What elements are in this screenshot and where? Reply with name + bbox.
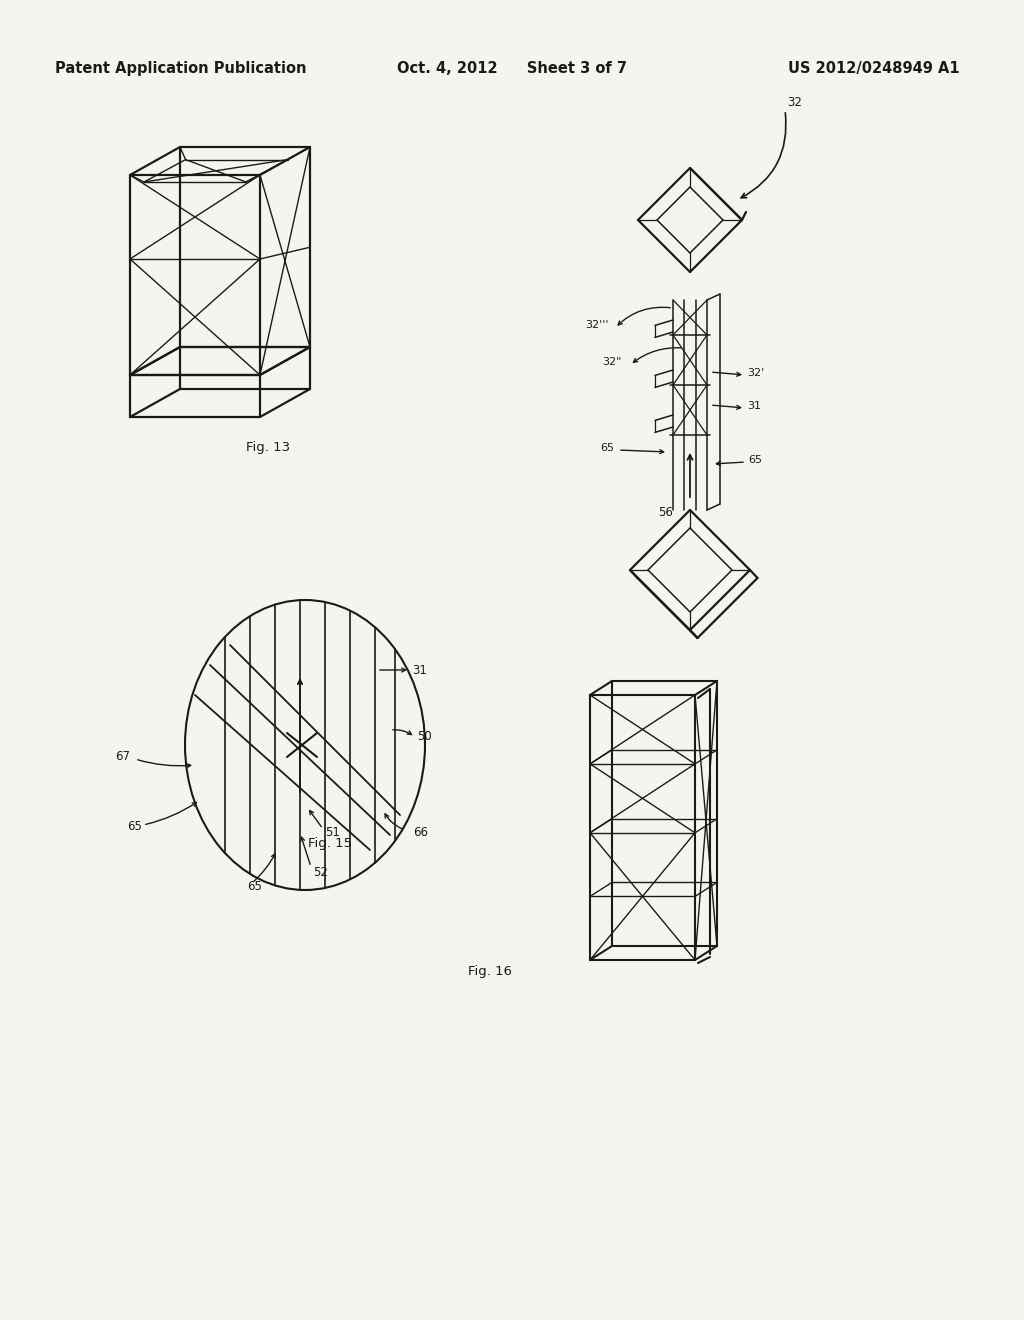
Text: 32": 32" xyxy=(602,356,622,367)
Text: 31: 31 xyxy=(746,401,761,411)
Text: 65: 65 xyxy=(127,821,142,833)
Text: Fig. 13: Fig. 13 xyxy=(246,441,290,454)
Text: Fig. 16: Fig. 16 xyxy=(468,965,512,978)
Text: 67: 67 xyxy=(115,751,130,763)
Text: 66: 66 xyxy=(413,826,428,840)
Text: 32: 32 xyxy=(787,95,802,108)
Text: 50: 50 xyxy=(417,730,432,743)
Text: 31: 31 xyxy=(412,664,427,676)
Text: 32': 32' xyxy=(746,368,764,378)
Text: 65: 65 xyxy=(748,455,762,465)
Text: 32''': 32''' xyxy=(585,319,608,330)
Text: US 2012/0248949 A1: US 2012/0248949 A1 xyxy=(788,61,961,77)
Text: 56: 56 xyxy=(658,506,673,519)
Text: Fig. 15: Fig. 15 xyxy=(308,837,352,850)
Text: 51: 51 xyxy=(325,826,340,840)
Text: 65: 65 xyxy=(600,444,614,453)
Text: Patent Application Publication: Patent Application Publication xyxy=(55,61,306,77)
Text: 52: 52 xyxy=(313,866,328,879)
Text: 65: 65 xyxy=(247,880,262,894)
Text: Oct. 4, 2012  Sheet 3 of 7: Oct. 4, 2012 Sheet 3 of 7 xyxy=(397,61,627,77)
